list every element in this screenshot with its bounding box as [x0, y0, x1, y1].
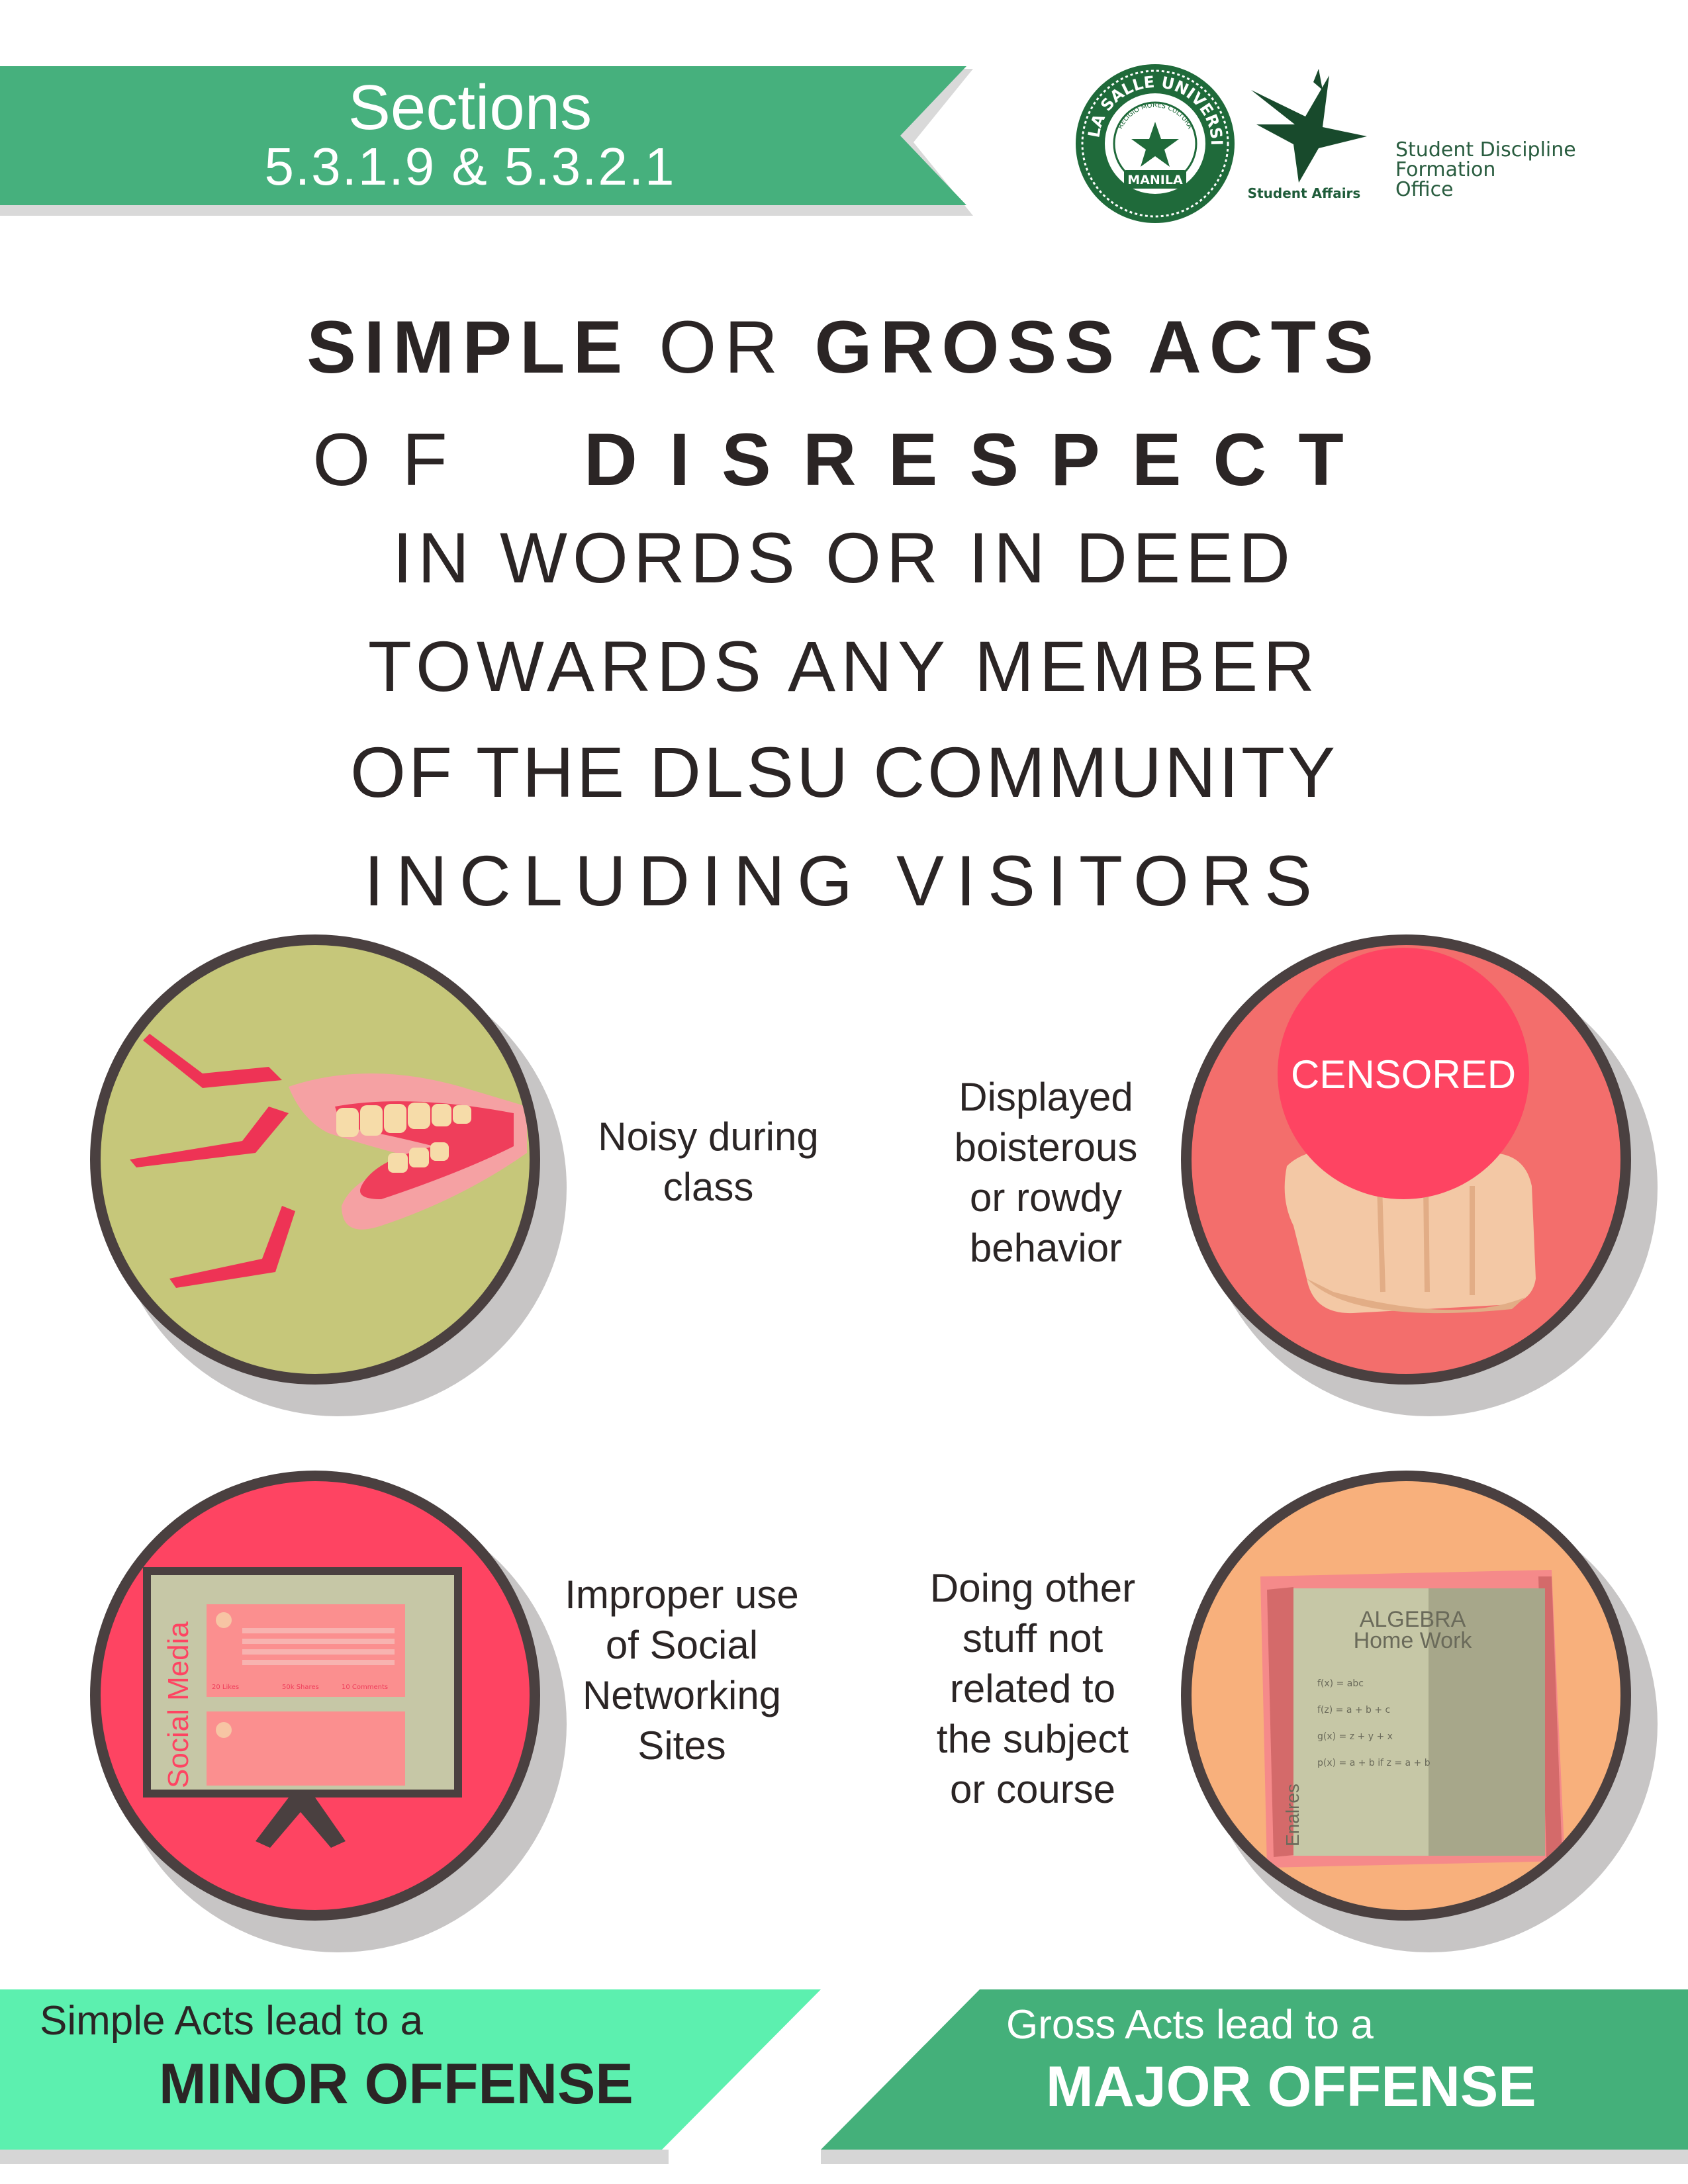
formula-4: p(x) = a + b if z = a + b [1317, 1758, 1430, 1768]
office-name-line-1: Student Discipline [1395, 138, 1576, 161]
headline-line-4: TOWARDS ANY MEMBER [367, 626, 1321, 706]
headline-line-1: SIMPLE OR GROSS ACTS [146, 304, 1542, 390]
minor-offense-label: MINOR OFFENSE [159, 2052, 633, 2116]
caption-rowdy-line-4: behavior [969, 1226, 1123, 1270]
caption-homework-line-1: Doing other [929, 1566, 1136, 1610]
seal-lettering-bottom: MANILA [1127, 173, 1183, 187]
student-affairs-star-logo [1251, 69, 1367, 183]
social-media-screen-label: Social Media [162, 1621, 195, 1788]
caption-noisy-line-2: class [663, 1165, 754, 1209]
section-numbers: 5.3.1.9 & 5.3.2.1 [264, 137, 676, 196]
post-stat-comments: 10 Comments [342, 1684, 388, 1691]
formula-3: g(x) = z + y + x [1317, 1731, 1393, 1742]
headline-line-2: OF DISRESPECT [146, 417, 1542, 502]
censored-fist-illustration: CENSORED [1181, 934, 1631, 1385]
social-media-monitor-illustration: Social Media 20 Likes 50k Shares 10 Comm… [90, 1471, 540, 1921]
sections-title: Sections [348, 72, 592, 143]
university-seal-logo: DE LA SALLE UNIVERSITY RELIGIO MORES CUL… [1072, 61, 1235, 223]
header-ribbon [0, 66, 966, 205]
headline-disrespect: DISRESPECT [584, 418, 1376, 501]
minor-bar-shadow [0, 2150, 669, 2164]
caption-rowdy: Displayed boisterous or rowdy behavior [907, 1072, 1185, 1273]
post-stat-likes: 20 Likes [212, 1684, 239, 1691]
major-bar-shadow [821, 2150, 1688, 2164]
caption-homework-line-2: stuff not [962, 1616, 1103, 1661]
book-title: ALGEBRA [1360, 1607, 1466, 1632]
student-affairs-label: Student Affairs [1247, 185, 1361, 201]
caption-homework: Doing other stuff not related to the sub… [887, 1563, 1178, 1815]
major-offense-bar [821, 1989, 1688, 2150]
caption-homework-line-3: related to [949, 1666, 1116, 1711]
algebra-book-illustration: ALGEBRA Home Work f(x) = abc f(z) = a + … [1181, 1471, 1631, 1921]
caption-noisy-line-1: Noisy during [598, 1115, 819, 1159]
caption-rowdy-line-3: or rowdy [969, 1175, 1123, 1220]
minor-offense-lead: Simple Acts lead to a [40, 1998, 423, 2044]
major-offense-lead: Gross Acts lead to a [1006, 2002, 1374, 2048]
shouting-mouth-icon [130, 1034, 527, 1288]
caption-noisy: Noisy during class [569, 1112, 847, 1212]
caption-social-line-3: Networking [582, 1673, 782, 1717]
book-subtitle: Home Work [1354, 1628, 1473, 1653]
censored-badge-text: CENSORED [1291, 1052, 1516, 1097]
caption-social-line-4: Sites [637, 1723, 726, 1768]
caption-social-line-2: of Social [605, 1623, 759, 1667]
post-stat-shares: 50k Shares [282, 1684, 319, 1691]
headline-of: OF [312, 418, 479, 501]
caption-homework-line-4: the subject [936, 1717, 1129, 1761]
formula-2: f(z) = a + b + c [1317, 1705, 1390, 1715]
office-name-line-2: Formation [1395, 158, 1496, 181]
censored-fist-icon: CENSORED [1278, 948, 1536, 1314]
book-spine-label: Enalres [1282, 1784, 1303, 1846]
office-name-line-3: Office [1395, 178, 1454, 201]
caption-rowdy-line-1: Displayed [959, 1075, 1133, 1119]
headline-gross-acts: GROSS ACTS [814, 306, 1382, 388]
headline-line-3: IN WORDS OR IN DEED [392, 518, 1296, 598]
headline-or: OR [659, 306, 786, 388]
book-icon: ALGEBRA Home Work f(x) = abc f(z) = a + … [1260, 1570, 1565, 1868]
caption-social: Improper use of Social Networking Sites [543, 1570, 821, 1771]
headline-simple: SIMPLE [306, 306, 631, 388]
major-offense-label: MAJOR OFFENSE [1046, 2055, 1536, 2118]
caption-rowdy-line-2: boisterous [954, 1125, 1138, 1169]
caption-social-line-1: Improper use [565, 1572, 799, 1617]
headline-line-5: OF THE DLSU COMMUNITY [350, 732, 1338, 812]
formula-1: f(x) = abc [1317, 1678, 1364, 1689]
caption-homework-line-5: or course [949, 1767, 1116, 1811]
noisy-mouth-illustration [90, 934, 540, 1385]
minor-offense-bar [0, 1989, 821, 2150]
office-name: Student Discipline Formation Office [1395, 140, 1594, 200]
monitor-icon: Social Media 20 Likes 50k Shares 10 Comm… [143, 1567, 462, 1848]
headline-line-6: INCLUDING VISITORS [363, 841, 1325, 921]
